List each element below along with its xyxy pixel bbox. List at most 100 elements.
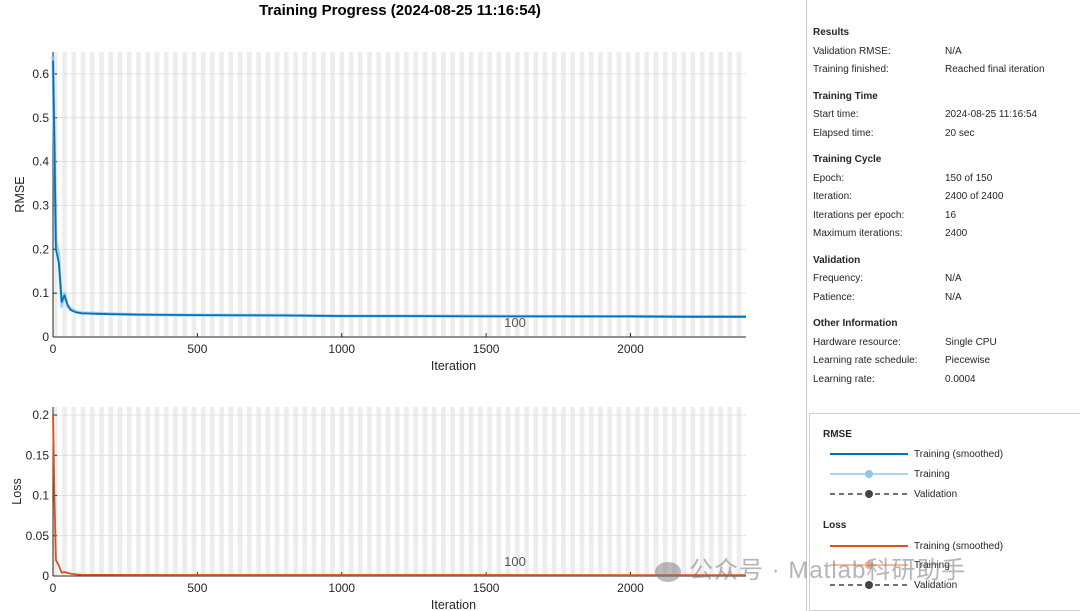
- info-section-title: Results: [813, 27, 850, 38]
- epoch-band: [542, 407, 548, 576]
- epoch-band: [200, 407, 206, 576]
- epoch-band: [357, 407, 363, 576]
- y-axis-label: RMSE: [13, 176, 27, 212]
- info-row: Patience: N/A: [813, 289, 1078, 308]
- epoch-band: [524, 52, 529, 337]
- epoch-band: [80, 52, 86, 337]
- epoch-band: [284, 407, 289, 576]
- epoch-band: [284, 52, 289, 337]
- epoch-band: [533, 52, 539, 337]
- epoch-band: [653, 407, 659, 576]
- x-tick-label: 0: [50, 581, 57, 595]
- info-key: Start time:: [813, 109, 859, 120]
- epoch-band: [625, 52, 631, 337]
- epoch-band: [136, 52, 141, 337]
- x-axis-label: Iteration: [431, 359, 476, 373]
- y-tick-label: 0.2: [32, 408, 49, 422]
- epoch-band: [607, 52, 613, 337]
- epoch-band: [293, 407, 298, 576]
- legend-loss-validation: Validation: [830, 577, 957, 593]
- epoch-band: [89, 52, 95, 337]
- epoch-band: [385, 407, 391, 576]
- info-row: Start time: 2024-08-25 11:16:54: [813, 106, 1078, 125]
- epoch-band: [598, 52, 603, 337]
- epoch-band: [625, 407, 631, 576]
- epoch-band: [191, 407, 197, 576]
- epoch-band: [357, 52, 363, 337]
- epoch-band: [293, 52, 298, 337]
- info-value: N/A: [945, 291, 962, 303]
- y-tick-label: 0.3: [32, 198, 49, 212]
- epoch-band: [644, 52, 649, 337]
- epoch-band: [450, 52, 455, 337]
- epoch-band: [561, 52, 566, 337]
- legend-rmse-validation: Validation: [830, 486, 957, 502]
- epoch-band: [515, 407, 520, 576]
- epoch-band: [53, 407, 58, 576]
- epoch-band: [570, 407, 576, 576]
- epoch-band: [441, 52, 446, 337]
- epoch-band: [330, 52, 335, 337]
- info-section-title: Other Information: [813, 318, 898, 329]
- info-row: Validation RMSE: N/A: [813, 43, 1078, 62]
- epoch-band: [108, 52, 114, 337]
- epoch-band: [302, 52, 308, 337]
- info-value: 2024-08-25 11:16:54: [945, 109, 1038, 120]
- x-tick-label: 1500: [473, 342, 500, 356]
- line-swatch-icon: [830, 453, 908, 455]
- epoch-band: [339, 407, 345, 576]
- epoch-band: [99, 52, 104, 337]
- epoch-band: [339, 52, 345, 337]
- epoch-band: [404, 52, 409, 337]
- epoch-band: [413, 407, 418, 576]
- epoch-band: [681, 52, 686, 337]
- epoch-band: [709, 52, 714, 337]
- x-axis-label: Iteration: [431, 598, 476, 611]
- epoch-band: [367, 407, 372, 576]
- epoch-band: [320, 52, 326, 337]
- epoch-band: [468, 407, 474, 576]
- epoch-band: [690, 52, 696, 337]
- info-key: Maximum iterations:: [813, 228, 903, 239]
- y-tick-label: 0.2: [32, 242, 49, 256]
- epoch-band: [662, 52, 668, 337]
- info-row: Learning rate schedule: Piecewise: [813, 352, 1078, 371]
- epoch-band: [422, 407, 428, 576]
- epoch-band: [108, 407, 114, 576]
- epoch-band: [588, 52, 594, 337]
- epoch-band: [80, 407, 86, 576]
- epoch-band: [145, 52, 151, 337]
- epoch-band: [542, 52, 548, 337]
- y-tick-label: 0.1: [32, 489, 49, 503]
- y-tick-label: 0: [42, 330, 49, 344]
- epoch-band: [709, 407, 714, 576]
- epoch-band: [62, 407, 67, 576]
- epoch-band: [311, 407, 317, 576]
- epoch-band: [422, 52, 428, 337]
- info-value: 2400 of 2400: [945, 191, 1004, 202]
- epoch-band: [699, 52, 705, 337]
- epoch-band: [459, 407, 465, 576]
- epoch-band: [173, 407, 178, 576]
- x-tick-label: 1500: [473, 581, 500, 595]
- y-tick-label: 0: [42, 569, 49, 583]
- epoch-band: [404, 407, 409, 576]
- epoch-band: [385, 52, 391, 337]
- legend-loss-title: Loss: [823, 520, 847, 531]
- epoch-band: [515, 52, 520, 337]
- epoch-band: [320, 407, 326, 576]
- epoch-band: [505, 407, 511, 576]
- legend-rmse-smoothed: Training (smoothed): [830, 446, 1003, 462]
- epoch-band: [487, 52, 492, 337]
- epoch-band: [441, 407, 446, 576]
- info-value: 150 of 150: [945, 172, 993, 184]
- epoch-band: [598, 407, 603, 576]
- y-tick-label: 0.15: [26, 448, 50, 462]
- info-key: Hardware resource:: [813, 336, 901, 348]
- epoch-band: [154, 52, 160, 337]
- epoch-band: [579, 52, 585, 337]
- epoch-band: [699, 407, 705, 576]
- series-line-smoothed: [52, 60, 746, 318]
- info-value: 2400: [945, 228, 968, 239]
- info-value: Reached final iteration: [945, 64, 1045, 75]
